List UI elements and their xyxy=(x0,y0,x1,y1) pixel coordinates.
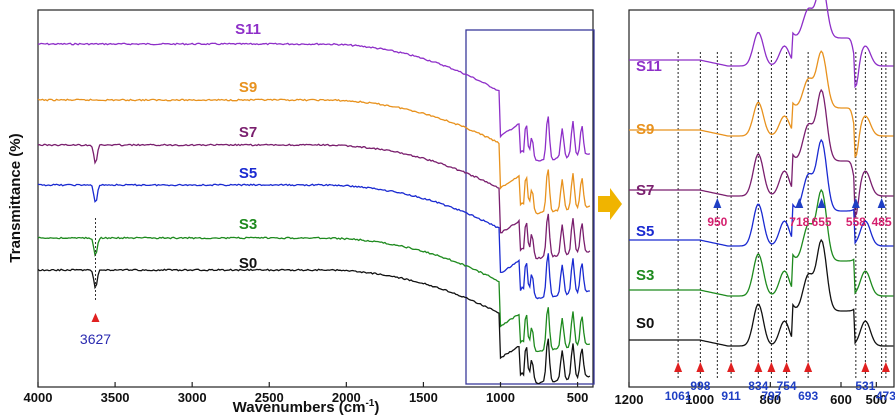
main-x-tick-label-2500: 2500 xyxy=(255,390,284,405)
zoom-x-tick-label-500: 500 xyxy=(865,392,887,407)
zoom-x-tick-label-600: 600 xyxy=(830,392,852,407)
zoom-s0-peak-label-693: 693 xyxy=(798,389,818,403)
zoom-series-group xyxy=(629,0,894,347)
zoom-s0-arrow-icon-754 xyxy=(782,362,791,372)
zoom-s0-arrow-icon-531 xyxy=(861,362,870,372)
zoom-s7-peak-label-718: 718 xyxy=(789,215,809,229)
zoom-s0-arrow-icon-1061 xyxy=(674,362,683,372)
main-plot-frame xyxy=(37,9,594,388)
zoom-series-label-s3: S3 xyxy=(636,267,654,284)
zoom-series-s11 xyxy=(629,0,894,89)
zoom-s7-arrow-icon-485 xyxy=(877,198,886,208)
main-series-group xyxy=(37,42,591,385)
zoom-s7-arrow-icon-950 xyxy=(713,198,722,208)
main-series-label-s9: S9 xyxy=(239,79,257,96)
main-ftir-chart: 4000 3500 3000 2500 2000 1500 1000 500 S11S9S7S… xyxy=(7,9,595,416)
zoom-s0-peak-label-531: 531 xyxy=(855,379,875,393)
main-x-tick-label-2000: 2000 xyxy=(332,390,361,405)
main-series-labels: S11 S9 S7 S5 S3 S0 xyxy=(235,21,261,272)
zoom-series-label-s9: S9 xyxy=(636,121,654,138)
main-annotation-arrow-icon-3627 xyxy=(91,313,100,322)
zoom-series-s3 xyxy=(629,188,894,297)
main-series-s11 xyxy=(37,42,591,162)
zoom-plot-frame xyxy=(628,9,895,388)
zoom-s0-arrow-icon-797 xyxy=(767,362,776,372)
zoom-s7-peak-label-655: 655 xyxy=(812,215,832,229)
zoom-s7-peak-label-485: 485 xyxy=(872,215,892,229)
main-x-tick-label-4000: 4000 xyxy=(24,390,53,405)
zoom-x-ticks: 1200 1000 800 600 500 xyxy=(615,382,887,407)
main-x-tick-label-3000: 3000 xyxy=(178,390,207,405)
zoom-s7-peak-label-950: 950 xyxy=(707,215,727,229)
zoom-x-tick-label-800: 800 xyxy=(759,392,781,407)
zoom-s7-arrow-icon-655 xyxy=(817,198,826,208)
zoom-series-s7 xyxy=(629,88,894,219)
main-series-label-s5: S5 xyxy=(239,165,257,182)
main-series-label-s0: S0 xyxy=(239,255,257,272)
zoom-s0-arrow-icon-473 xyxy=(881,362,890,372)
zoom-s0-peak-label-797: 797 xyxy=(761,389,781,403)
main-x-tick-label-1000: 1000 xyxy=(486,390,515,405)
x-axis-title-tail: ) xyxy=(374,399,379,416)
zoom-s0-peak-label-1061: 1061 xyxy=(665,389,692,403)
main-series-label-s11: S11 xyxy=(235,21,261,38)
zoom-series-labels: S11 S9 S7 S5 S3 S0 xyxy=(636,58,662,332)
zoom-series-s9 xyxy=(629,50,894,159)
zoom-series-s5 xyxy=(629,138,894,247)
y-axis-title: Transmittance (%) xyxy=(7,133,24,262)
zoom-s0-arrow-icon-834 xyxy=(754,362,763,372)
zoom-s0-peak-label-998: 998 xyxy=(690,379,710,393)
x-axis-title: Wavenumbers (cm-1) xyxy=(233,398,380,416)
main-series-s0 xyxy=(37,268,591,385)
main-series-s9 xyxy=(37,98,591,215)
main-series-s7 xyxy=(37,143,591,260)
main-series-s3 xyxy=(37,236,591,353)
zoom-s7-peak-label-558: 558 xyxy=(846,215,866,229)
zoom-s7-arrow-icon-718 xyxy=(795,198,804,208)
zoom-s0-arrow-icon-998 xyxy=(696,362,705,372)
zoom-series-label-s11: S11 xyxy=(636,58,662,75)
zoom-x-tick-label-1200: 1200 xyxy=(615,392,644,407)
zoom-s0-peak-label-834: 834 xyxy=(748,379,768,393)
zoom-s0-arrow-icon-911 xyxy=(727,362,736,372)
main-annotations: 3627 xyxy=(80,218,111,347)
x-axis-title-sup: -1 xyxy=(365,398,374,409)
main-series-label-s3: S3 xyxy=(239,216,257,233)
zoom-region-box xyxy=(465,29,595,385)
zoom-s0-peak-label-754: 754 xyxy=(777,379,797,393)
zoom-series-label-s7: S7 xyxy=(636,182,654,199)
main-x-tick-label-500: 500 xyxy=(567,390,589,405)
zoom-s0-peak-label-911: 911 xyxy=(721,389,741,403)
main-series-label-s7: S7 xyxy=(239,124,257,141)
main-x-ticks: 4000 3500 3000 2500 2000 1500 1000 500 xyxy=(24,382,589,405)
zoom-arrow-icon xyxy=(598,188,622,220)
zoom-series-label-s5: S5 xyxy=(636,223,654,240)
main-x-tick-label-3500: 3500 xyxy=(101,390,130,405)
main-x-tick-label-1500: 1500 xyxy=(409,390,438,405)
zoom-x-tick-label-1000: 1000 xyxy=(685,392,714,407)
main-series-s5 xyxy=(37,183,590,300)
zoom-s0-arrow-icon-693 xyxy=(804,362,813,372)
zoom-s7-arrow-icon-558 xyxy=(851,198,860,208)
main-annotation-label-3627: 3627 xyxy=(80,331,111,347)
zoom-series-s0 xyxy=(629,238,894,347)
zoom-s0-peak-label-473: 473 xyxy=(876,389,895,403)
zoom-series-label-s0: S0 xyxy=(636,315,654,332)
